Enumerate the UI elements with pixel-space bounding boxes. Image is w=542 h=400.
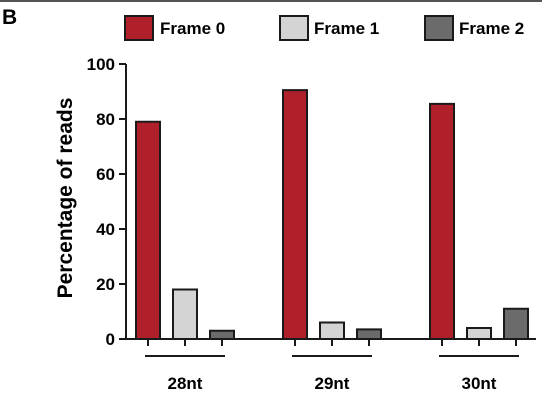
category-label-29nt: 29nt bbox=[315, 374, 350, 393]
y-ticks: 0 20 40 60 80 100 bbox=[87, 55, 126, 349]
y-tick-label: 0 bbox=[106, 330, 115, 349]
bar-frame-0-29nt bbox=[283, 90, 307, 339]
y-tick-label: 80 bbox=[96, 110, 115, 129]
y-tick-label: 100 bbox=[87, 55, 115, 74]
legend-label-frame-2: Frame 2 bbox=[459, 19, 524, 38]
y-tick-label: 60 bbox=[96, 165, 115, 184]
category-label-30nt: 30nt bbox=[462, 374, 497, 393]
bar-frame-2-28nt bbox=[210, 331, 234, 339]
y-axis-title: Percentage of reads bbox=[54, 98, 77, 299]
panel-letter: B bbox=[2, 6, 17, 29]
y-tick-label: 20 bbox=[96, 275, 115, 294]
bar-frame-2-29nt bbox=[357, 329, 381, 339]
category-labels: 28nt 29nt 30nt bbox=[145, 356, 519, 393]
legend-swatch-frame-2 bbox=[425, 16, 453, 40]
category-label-28nt: 28nt bbox=[168, 374, 203, 393]
chart-legend: Frame 0 Frame 1 Frame 2 bbox=[125, 16, 524, 40]
bar-frame-0-28nt bbox=[136, 122, 160, 339]
bar-frame-1-30nt bbox=[467, 328, 491, 339]
legend-swatch-frame-0 bbox=[125, 16, 153, 40]
y-tick-label: 40 bbox=[96, 220, 115, 239]
legend-swatch-frame-1 bbox=[280, 16, 308, 40]
bar-frame-1-29nt bbox=[320, 323, 344, 340]
bar-frame-0-30nt bbox=[430, 104, 454, 339]
legend-label-frame-1: Frame 1 bbox=[314, 19, 379, 38]
legend-label-frame-0: Frame 0 bbox=[160, 19, 225, 38]
bar-frame-1-28nt bbox=[173, 290, 197, 340]
x-ticks bbox=[148, 339, 516, 346]
bar-marks bbox=[136, 90, 528, 339]
bar-frame-2-30nt bbox=[504, 309, 528, 339]
